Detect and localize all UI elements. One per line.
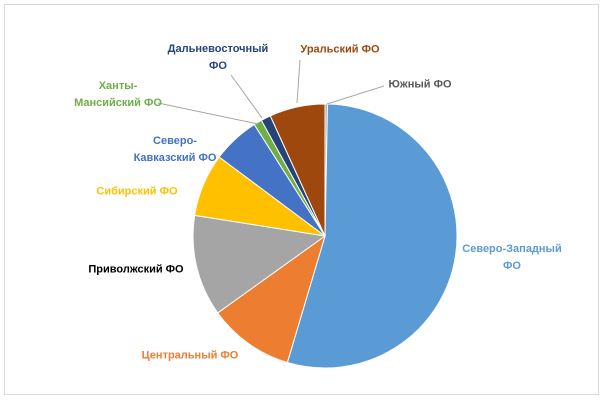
slice-label: Южный ФО	[388, 78, 452, 91]
leader-line	[157, 102, 259, 125]
chart-frame	[4, 4, 599, 395]
slice-label: Сибирский ФО	[96, 185, 178, 198]
slice-label: Ханты-Мансийский ФО	[74, 80, 162, 109]
slice-label: Приволжский ФО	[88, 263, 184, 276]
pie-slice	[286, 103, 458, 369]
slice-label: Уральский ФО	[300, 43, 380, 56]
pie-slice	[192, 214, 327, 314]
pie-slice	[217, 234, 326, 364]
slice-label: Центральный ФО	[141, 349, 239, 362]
slice-label: Северо-Кавказский ФО	[133, 135, 217, 164]
leader-line	[230, 74, 263, 119]
pie-slice	[269, 103, 326, 237]
slice-label: Дальневосточный ФО	[167, 43, 269, 72]
slice-label: Северо-Западный ФО	[462, 243, 562, 272]
leader-line	[296, 59, 301, 104]
leader-line	[326, 85, 385, 105]
